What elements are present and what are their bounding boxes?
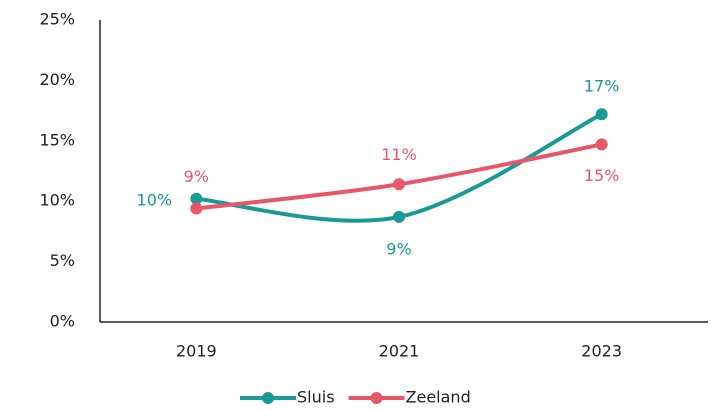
data-label: 9% <box>386 239 411 258</box>
y-tick-label: 15% <box>39 130 75 149</box>
y-tick-label: 20% <box>39 70 75 89</box>
point <box>595 138 608 151</box>
point <box>595 108 608 121</box>
legend-label: Zeeland <box>406 388 471 407</box>
point <box>393 210 405 223</box>
y-tick-label: 0% <box>50 312 75 331</box>
data-label: 10% <box>137 190 173 209</box>
legend-marker <box>370 392 383 404</box>
data-label: 11% <box>381 145 417 164</box>
point <box>190 192 203 205</box>
legend-label: Sluis <box>297 388 335 407</box>
y-tick-label: 25% <box>39 10 75 29</box>
data-label: 9% <box>184 167 209 186</box>
y-tick-label: 10% <box>39 191 75 210</box>
x-tick-label: 2023 <box>581 342 622 361</box>
legend-marker <box>262 392 274 404</box>
data-label: 17% <box>584 77 620 96</box>
series-line <box>196 112 603 223</box>
x-tick-label: 2021 <box>379 342 420 361</box>
y-tick-label: 5% <box>50 251 75 270</box>
data-label: 15% <box>584 166 620 185</box>
point <box>190 202 203 215</box>
x-tick-label: 2019 <box>176 342 217 361</box>
point <box>393 178 405 191</box>
